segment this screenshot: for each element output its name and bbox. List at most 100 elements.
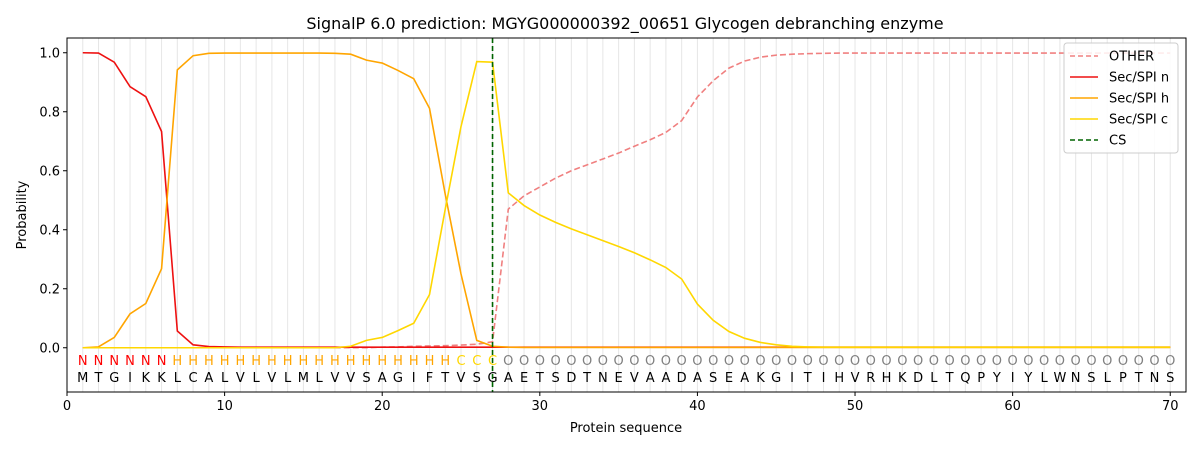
residue-label: I	[1011, 371, 1015, 386]
residue-label: T	[582, 371, 591, 386]
residue-label: G	[771, 371, 781, 386]
residue-label: L	[1104, 371, 1112, 386]
x-tick-label: 40	[689, 399, 706, 414]
residue-label: N	[1150, 371, 1160, 386]
residue-label: G	[109, 371, 119, 386]
residue-label: A	[378, 371, 387, 386]
region-label: O	[661, 354, 671, 369]
residue-label: I	[790, 371, 794, 386]
residue-label: P	[977, 371, 985, 386]
residue-label: K	[142, 371, 151, 386]
region-label: O	[566, 354, 576, 369]
legend-frame	[1063, 42, 1179, 154]
residue-label: K	[898, 371, 907, 386]
region-label: O	[976, 354, 986, 369]
residue-label: H	[834, 371, 844, 386]
residue-label: V	[851, 371, 860, 386]
legend-label: Sec/SPI h	[1109, 92, 1169, 107]
residue-label: Y	[992, 371, 1001, 386]
region-label: O	[1134, 354, 1144, 369]
residue-label: S	[551, 371, 559, 386]
residue-label: I	[128, 371, 132, 386]
region-label: O	[1149, 354, 1159, 369]
region-label: O	[645, 354, 655, 369]
region-label: O	[897, 354, 907, 369]
residue-label: H	[882, 371, 892, 386]
residue-label: T	[803, 371, 812, 386]
region-label: H	[235, 354, 245, 369]
residue-label: D	[566, 371, 576, 386]
x-tick-label: 10	[216, 399, 233, 414]
region-label: H	[409, 354, 419, 369]
chart-title: SignalP 6.0 prediction: MGYG000000392_00…	[306, 14, 943, 34]
residue-label: V	[267, 371, 276, 386]
residue-label: S	[362, 371, 370, 386]
region-label: H	[330, 354, 340, 369]
region-label: O	[771, 354, 781, 369]
residue-label: I	[822, 371, 826, 386]
region-label: O	[755, 354, 765, 369]
grid-lines	[82, 38, 1171, 392]
series-line-sec-spi-c	[82, 60, 1171, 349]
region-label: O	[692, 354, 702, 369]
residue-label: D	[677, 371, 687, 386]
region-label: H	[362, 354, 372, 369]
region-label: O	[850, 354, 860, 369]
region-label: O	[1118, 354, 1128, 369]
region-label: O	[960, 354, 970, 369]
residue-label: N	[1071, 371, 1081, 386]
x-tick-label: 20	[374, 399, 391, 414]
residue-label: L	[221, 371, 229, 386]
region-label: O	[724, 354, 734, 369]
residue-label: D	[913, 371, 923, 386]
residue-label: T	[94, 371, 103, 386]
residue-label: C	[189, 371, 198, 386]
residue-label: L	[284, 371, 292, 386]
residue-label: Y	[1023, 371, 1032, 386]
x-tick-label: 50	[847, 399, 864, 414]
region-label: N	[94, 354, 104, 369]
residue-label: S	[709, 371, 717, 386]
residue-label: A	[693, 371, 702, 386]
region-label: C	[488, 354, 497, 369]
region-label: H	[393, 354, 403, 369]
x-tick-label: 0	[63, 399, 71, 414]
region-label: O	[818, 354, 828, 369]
residue-label: A	[661, 371, 670, 386]
region-label: O	[582, 354, 592, 369]
region-label: O	[834, 354, 844, 369]
residue-label: S	[473, 371, 481, 386]
residue-label: V	[330, 371, 339, 386]
residue-label: R	[866, 371, 875, 386]
region-label: O	[550, 354, 560, 369]
region-label: H	[172, 354, 182, 369]
x-tick-label: 30	[532, 399, 549, 414]
region-label: O	[1102, 354, 1112, 369]
y-tick-label: 0.0	[39, 341, 60, 356]
region-label: H	[346, 354, 356, 369]
region-label: H	[251, 354, 261, 369]
sequence-annotation: NMNTNGNINKNKHLHCHAHLHVHLHVHLHMHLHVHVHSHA…	[77, 354, 1175, 386]
region-label: H	[220, 354, 230, 369]
region-label: H	[283, 354, 293, 369]
region-label: N	[125, 354, 135, 369]
region-label: O	[708, 354, 718, 369]
region-label: O	[535, 354, 545, 369]
region-label: O	[1023, 354, 1033, 369]
residue-label: V	[457, 371, 466, 386]
residue-label: L	[316, 371, 324, 386]
residue-label: T	[1134, 371, 1143, 386]
residue-label: Q	[960, 371, 970, 386]
residue-label: V	[236, 371, 245, 386]
region-label: N	[78, 354, 88, 369]
residue-label: L	[253, 371, 261, 386]
region-label: O	[1008, 354, 1018, 369]
region-label: N	[157, 354, 167, 369]
residue-label: S	[1087, 371, 1095, 386]
region-label: H	[377, 354, 387, 369]
residue-label: E	[615, 371, 623, 386]
region-label: H	[204, 354, 214, 369]
region-label: O	[866, 354, 876, 369]
residue-label: I	[412, 371, 416, 386]
